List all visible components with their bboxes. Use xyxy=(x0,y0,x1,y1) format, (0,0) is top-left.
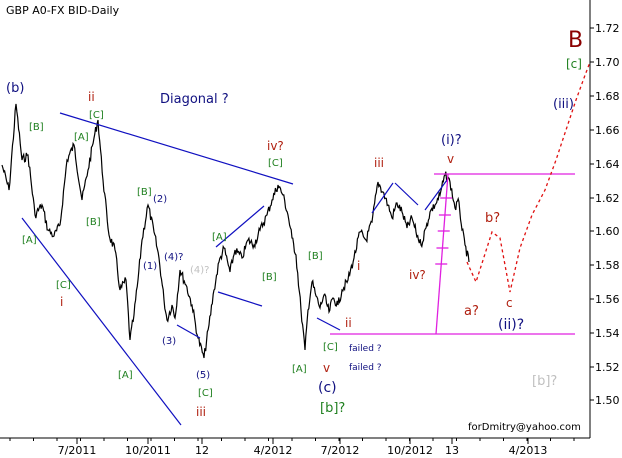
wave-label-a-q: a? xyxy=(464,304,479,319)
y-tick-label: 1.70 xyxy=(595,56,620,69)
y-tick-label: 1.58 xyxy=(595,259,620,272)
wave-label-C4: [C] xyxy=(268,158,283,169)
wave-label-b-gray: [b]? xyxy=(532,374,557,389)
y-tick-label: 1.52 xyxy=(595,361,620,374)
wave-label-c-paren: (c) xyxy=(318,380,337,396)
chart-title: GBP A0-FX BID-Daily xyxy=(6,4,120,17)
x-tick-label: 4/2013 xyxy=(509,444,548,457)
wave-label-iv-q: iv? xyxy=(267,139,284,153)
wave-label-v2: v xyxy=(447,152,454,166)
price-line xyxy=(1,103,470,359)
wave-label-b-q: b? xyxy=(485,211,500,226)
small-channel-line-3 xyxy=(394,182,419,206)
wave-label-n2: (2) xyxy=(153,194,167,205)
wave-label-B4: [B] xyxy=(262,272,277,283)
target-vertical-line xyxy=(435,173,449,335)
wave-label-ii-q: (ii)? xyxy=(498,317,524,333)
wave-label-iii-blue: (iii) xyxy=(553,97,574,112)
x-tick-label: 13 xyxy=(445,444,459,457)
wave-label-n3: (3) xyxy=(162,336,176,347)
small-channel-line-2 xyxy=(371,182,394,214)
watermark: forDmitry@yahoo.com xyxy=(468,422,581,433)
y-tick-label: 1.60 xyxy=(595,225,620,238)
wave-label-diagonal: Diagonal ? xyxy=(160,92,229,107)
wave-label-iii2: iii xyxy=(196,405,206,419)
wave-label-b-green: [b]? xyxy=(320,401,345,416)
wedge-upper-line xyxy=(215,205,265,248)
wave-label-n4: (4)? xyxy=(164,252,183,263)
wave-label-v1: v xyxy=(323,361,330,375)
wave-label-C2: [C] xyxy=(56,280,71,291)
wave-label-B3: [B] xyxy=(137,187,152,198)
y-tick-label: 1.68 xyxy=(595,90,620,103)
y-tick-label: 1.62 xyxy=(595,192,620,205)
y-tick-label: 1.50 xyxy=(595,394,620,407)
wave-label-A1: [A] xyxy=(74,132,89,143)
wave-label-ii2: ii xyxy=(345,316,352,330)
wave-label-n5: (5) xyxy=(196,370,210,381)
wave-label-n1: (1) xyxy=(143,261,157,272)
y-tick-label: 1.64 xyxy=(595,158,620,171)
wave-label-i2: i xyxy=(357,259,360,273)
x-tick-label: 12 xyxy=(195,444,209,457)
wave-label-A3: [A] xyxy=(118,370,133,381)
wave-label-big-b: B xyxy=(568,28,583,53)
overlay-lines xyxy=(21,61,591,426)
y-tick-label: 1.54 xyxy=(595,327,620,340)
wave-label-c-green: [c] xyxy=(566,57,582,71)
wave-label-failed2: failed ? xyxy=(349,363,382,373)
small-channel-line-1 xyxy=(176,324,201,339)
wave-label-iv2: iv? xyxy=(409,268,426,282)
wave-label-failed1: failed ? xyxy=(349,344,382,354)
y-tick-label: 1.72 xyxy=(595,22,620,35)
wave-label-A5: [A] xyxy=(292,364,307,375)
wave-label-b-paren: (b) xyxy=(6,81,24,96)
x-tick-label: 4/2012 xyxy=(254,444,293,457)
wave-label-c-small: c xyxy=(506,296,513,310)
wave-label-i1: i xyxy=(60,295,63,309)
wave-label-i-q: (i)? xyxy=(441,133,462,148)
wedge-lower-line xyxy=(217,291,263,307)
wave-label-A4: [A] xyxy=(212,232,227,243)
small-channel-line-4 xyxy=(424,179,448,211)
wave-label-B1: [B] xyxy=(29,122,44,133)
x-tick-label: 10/2011 xyxy=(125,444,171,457)
diagonal-lower-line xyxy=(21,217,182,426)
wave-label-A2: [A] xyxy=(22,235,37,246)
small-channel-line-5 xyxy=(316,317,341,331)
projection-path xyxy=(466,61,591,293)
wave-label-n4g: (4)? xyxy=(190,265,209,276)
wave-label-B2: [B] xyxy=(86,217,101,228)
x-tick-label: 7/2011 xyxy=(58,444,97,457)
wave-label-iii3: iii xyxy=(374,156,384,170)
x-tick-label: 10/2012 xyxy=(387,444,433,457)
wave-label-B6: [B] xyxy=(308,251,323,262)
wave-label-C5: [C] xyxy=(323,342,338,353)
x-tick-label: 7/2012 xyxy=(321,444,360,457)
price-series xyxy=(1,103,470,359)
diagonal-upper-line xyxy=(59,112,294,185)
wave-label-ii-top: ii xyxy=(88,90,95,104)
wave-label-C3: [C] xyxy=(198,388,213,399)
wave-label-C1: [C] xyxy=(89,110,104,121)
wave-labels: B[c](iii)(b)ii Diagonal ?[C][A][B][A][C]i… xyxy=(6,28,583,419)
y-tick-label: 1.66 xyxy=(595,124,620,137)
y-tick-label: 1.56 xyxy=(595,293,620,306)
